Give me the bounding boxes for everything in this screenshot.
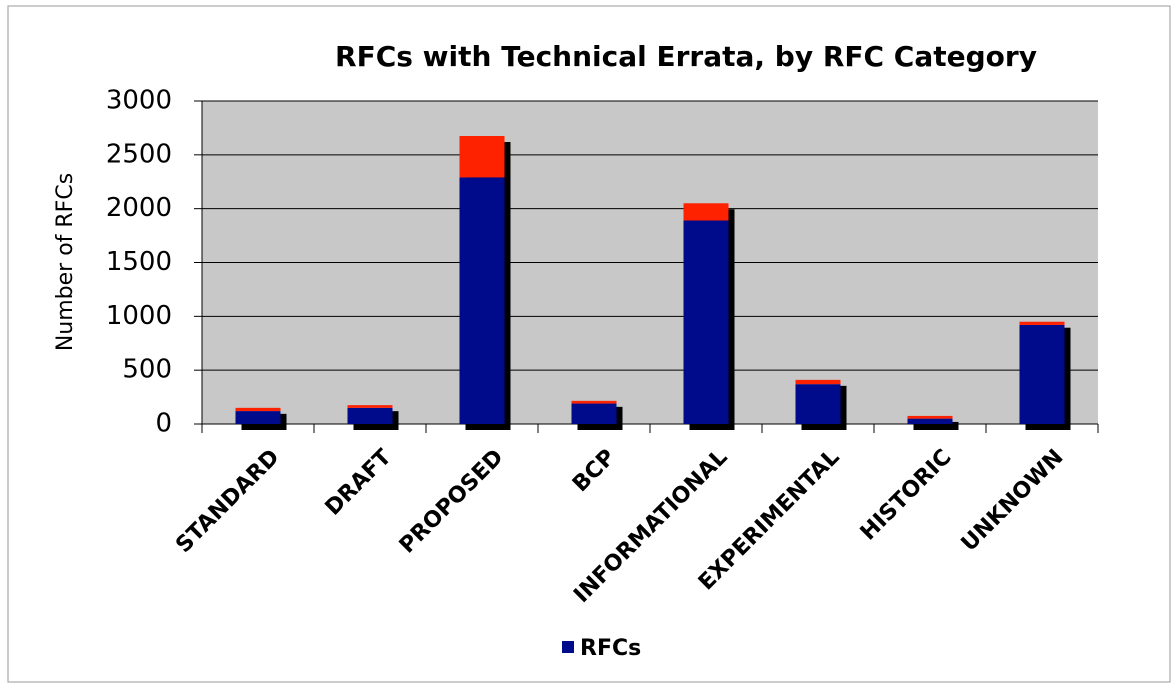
legend-swatch (562, 641, 574, 653)
bar (459, 135, 505, 178)
legend-label: RFCs (580, 636, 641, 661)
bar (347, 407, 393, 424)
y-tick-label: 3000 (106, 86, 172, 116)
bar (571, 403, 617, 424)
y-tick-label: 2500 (106, 139, 172, 169)
bar (235, 407, 281, 412)
y-axis-label: Number of RFCs (53, 173, 78, 351)
y-tick-label: 2000 (106, 193, 172, 223)
y-tick-label: 500 (122, 355, 172, 385)
bar (235, 411, 281, 424)
chart-title: RFCs with Technical Errata, by RFC Categ… (335, 40, 1037, 73)
y-tick-label: 0 (155, 409, 172, 439)
bar (683, 203, 729, 221)
bar (795, 384, 841, 424)
y-tick-label: 1000 (106, 301, 172, 331)
y-tick-label: 1500 (106, 247, 172, 277)
bar (683, 220, 729, 424)
bar (795, 379, 841, 385)
bar (907, 418, 953, 424)
bar (459, 177, 505, 424)
bar (571, 400, 617, 404)
bar (907, 415, 953, 419)
bar-shadow (913, 421, 959, 430)
bar (347, 405, 393, 408)
bar (1019, 324, 1065, 424)
bar (1019, 321, 1065, 325)
